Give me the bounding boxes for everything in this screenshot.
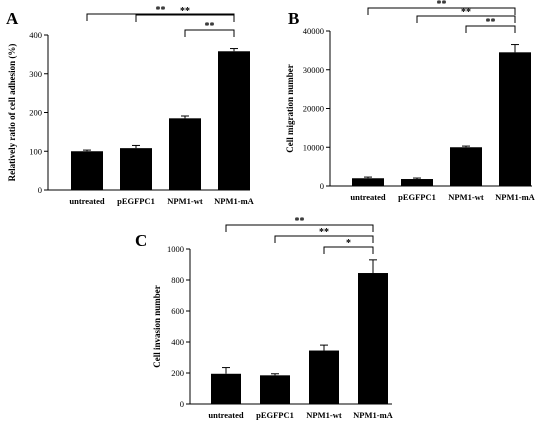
significance-label: ** [437, 0, 447, 10]
significance-bracket [274, 235, 374, 243]
y-axis-title: Cell migration number [285, 64, 295, 153]
x-tick-label: NPM1-wt [167, 196, 203, 206]
significance-label: ** [180, 6, 190, 17]
significance-label: ** [319, 227, 329, 238]
significance-label: ** [486, 17, 496, 28]
bar [358, 273, 388, 404]
significance-bracket [367, 7, 516, 15]
x-tick-label: NPM1-mA [214, 196, 255, 206]
y-tick-label: 200 [29, 108, 42, 118]
panel-letter: A [6, 9, 19, 28]
x-tick-label: NPM1-mA [495, 192, 536, 202]
y-tick-label: 10000 [303, 142, 324, 152]
x-tick-label: pEGFPC1 [256, 410, 294, 420]
bar [260, 375, 290, 404]
y-tick-label: 400 [29, 30, 42, 40]
y-tick-label: 40000 [303, 26, 324, 36]
significance-bracket [135, 14, 235, 22]
significance-label: * [346, 238, 351, 249]
x-tick-label: NPM1-wt [306, 410, 342, 420]
significance-bracket [184, 29, 235, 37]
x-tick-label: untreated [208, 410, 244, 420]
significance-label: ** [156, 5, 166, 16]
y-axis-title: Relatively ratio of cell adhesion (%) [7, 44, 17, 182]
bar [450, 147, 482, 186]
bar [211, 373, 241, 404]
bar [401, 179, 433, 186]
chart-panel-c: C 0 200 400 600 800 1000 Cell invasion number un… [135, 216, 394, 420]
y-tick-label: 200 [171, 368, 184, 378]
panel-letter: B [288, 9, 299, 28]
x-tick-label: untreated [69, 196, 105, 206]
bar [120, 148, 152, 190]
y-tick-label: 0 [38, 185, 42, 195]
x-tick-label: NPM1-mA [353, 410, 394, 420]
y-tick-label: 0 [320, 181, 324, 191]
y-tick-label: 800 [171, 275, 184, 285]
x-tick-label: pEGFPC1 [117, 196, 155, 206]
significance-label: ** [205, 21, 215, 32]
significance-bracket [416, 15, 516, 23]
significance-bracket [465, 25, 516, 33]
x-tick-label: untreated [350, 192, 386, 202]
panel-letter: C [135, 231, 147, 250]
bar [309, 350, 339, 404]
x-tick-label: pEGFPC1 [398, 192, 436, 202]
bar [352, 178, 384, 186]
x-tick-label: NPM1-wt [448, 192, 484, 202]
significance-label: ** [461, 7, 471, 18]
y-tick-label: 1000 [167, 244, 184, 254]
chart-panel-a: A 0 100 200 300 400 Relatively ratio of cell a… [6, 5, 255, 206]
bar [169, 118, 201, 190]
y-tick-label: 20000 [303, 104, 324, 114]
y-axis-title: Cell invasion number [152, 285, 162, 368]
y-tick-label: 600 [171, 306, 184, 316]
significance-label: ** [295, 216, 305, 227]
bar [71, 151, 103, 190]
chart-panel-b: B 0 10000 20000 30000 40000 Cell migration num… [285, 0, 536, 202]
y-tick-label: 0 [180, 399, 184, 409]
y-tick-label: 400 [171, 337, 184, 347]
bar [499, 52, 531, 186]
y-tick-label: 100 [29, 146, 42, 156]
y-tick-label: 300 [29, 69, 42, 79]
significance-bracket [323, 246, 374, 254]
y-tick-label: 30000 [303, 65, 324, 75]
significance-bracket [225, 224, 374, 232]
bar [218, 51, 250, 191]
